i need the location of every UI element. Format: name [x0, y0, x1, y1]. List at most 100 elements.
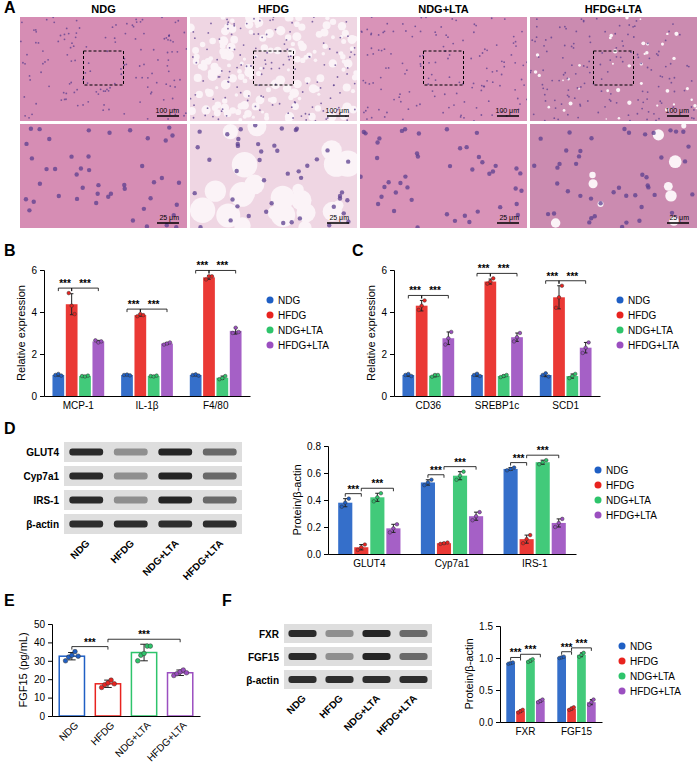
nucleus	[160, 176, 164, 180]
image-background	[20, 17, 187, 121]
data-point	[417, 308, 421, 312]
data-point	[141, 313, 145, 317]
vacuole	[640, 18, 642, 20]
nucleus	[264, 59, 266, 61]
vacuole	[341, 68, 345, 72]
nucleus	[473, 23, 475, 25]
nucleus	[683, 159, 687, 163]
nucleus	[510, 54, 512, 56]
nucleus	[240, 64, 242, 66]
vacuole	[569, 101, 573, 105]
nucleus	[333, 84, 335, 86]
nucleus	[75, 36, 77, 38]
nucleus	[60, 35, 62, 37]
vacuole	[618, 117, 621, 120]
nucleus	[407, 108, 409, 110]
x-tick-label: HFDG	[89, 719, 117, 747]
x-tick: HFDG	[89, 716, 117, 747]
nucleus	[414, 25, 416, 27]
data-point	[388, 531, 392, 535]
scale-label: 100 μm	[326, 107, 350, 115]
vacuole	[249, 76, 253, 80]
legend-label: NDG+LTA	[630, 671, 675, 682]
nucleus	[562, 57, 564, 59]
blot-strip	[64, 442, 242, 462]
nucleus	[170, 133, 174, 137]
data-point	[442, 541, 446, 545]
nucleus	[151, 73, 153, 75]
nucleus	[291, 106, 293, 108]
nucleus	[573, 43, 575, 45]
nucleus	[42, 50, 44, 52]
nucleus	[84, 72, 86, 74]
data-point	[99, 340, 103, 344]
nucleus	[637, 113, 639, 115]
nucleus	[177, 20, 179, 22]
nucleus	[538, 136, 542, 140]
nucleus	[453, 104, 455, 106]
significance-label: ***	[59, 278, 71, 289]
nucleus	[425, 17, 427, 18]
nucleus	[367, 54, 369, 56]
nucleus	[555, 107, 557, 109]
legend-label: NDG	[630, 641, 652, 652]
nucleus	[250, 65, 252, 67]
x-tick: FGF15	[561, 722, 593, 737]
nucleus	[156, 82, 158, 84]
nucleus	[66, 54, 68, 56]
nucleus	[48, 85, 50, 87]
y-axis-line	[324, 447, 329, 555]
nucleus	[578, 194, 582, 198]
data-point	[420, 304, 424, 308]
nucleus	[399, 93, 401, 95]
nucleus	[519, 189, 523, 193]
vacuole	[589, 179, 598, 188]
column-title: HFDG+LTA	[585, 3, 642, 15]
nucleus	[292, 117, 294, 119]
nucleus	[544, 94, 546, 96]
nucleus	[140, 164, 144, 168]
error-bar	[359, 545, 363, 550]
nucleus	[559, 26, 561, 28]
vacuole	[341, 39, 346, 44]
vacuole	[245, 64, 252, 71]
data-point	[553, 525, 557, 529]
nucleus	[501, 74, 503, 76]
nucleus	[71, 42, 73, 44]
vacuole	[227, 43, 236, 52]
vacuole	[205, 180, 226, 201]
nucleus	[44, 167, 48, 171]
legend-label: NDG+LTA	[606, 495, 651, 506]
blot-row-label: IRS-1	[33, 495, 59, 506]
vacuole	[349, 106, 357, 114]
bar	[121, 375, 133, 396]
nucleus	[371, 117, 373, 119]
zoom-box	[84, 51, 124, 85]
vacuole	[274, 47, 281, 54]
nucleus	[538, 56, 540, 58]
data-point	[512, 340, 516, 344]
nucleus	[163, 99, 165, 101]
vacuole	[351, 89, 355, 93]
nucleus	[621, 40, 623, 42]
nucleus	[536, 36, 538, 38]
nucleus	[360, 175, 363, 179]
blot-row-label: GLUT4	[26, 447, 59, 458]
nucleus	[347, 35, 349, 37]
nucleus	[172, 41, 174, 43]
nucleus	[477, 155, 481, 159]
nucleus	[378, 109, 380, 111]
nucleus	[462, 40, 464, 42]
nucleus	[394, 190, 398, 194]
nucleus	[647, 42, 649, 44]
nucleus	[65, 93, 67, 95]
nucleus	[289, 220, 293, 224]
nucleus	[263, 67, 265, 69]
nucleus	[445, 212, 449, 216]
nucleus	[514, 62, 516, 64]
vacuole	[190, 198, 215, 223]
panel-letter: E	[4, 592, 15, 609]
nucleus	[63, 92, 65, 94]
x-tick-label: Cyp7a1	[435, 558, 470, 569]
y-tick: 0	[381, 391, 394, 402]
